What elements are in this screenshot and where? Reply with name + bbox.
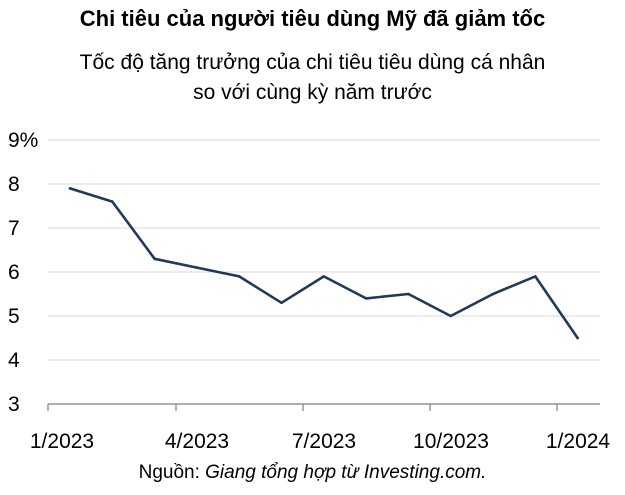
data-point-6 (322, 275, 326, 278)
source-text: Giang tổng hợp từ Investing.com. (205, 462, 487, 483)
data-point-11 (534, 275, 537, 278)
data-point-1 (111, 200, 114, 203)
x-tick-label-0: 1/2023 (30, 430, 94, 453)
x-tick-label-4: 1/2024 (546, 430, 611, 453)
chart-subtitle: Tốc độ tăng trưởng của chi tiêu tiêu dùn… (0, 48, 625, 108)
y-tick-label-2: 5 (8, 305, 20, 328)
source-prefix: Nguồn: (138, 462, 206, 483)
data-point-2 (153, 257, 156, 261)
data-point-4 (237, 275, 241, 278)
data-point-7 (364, 297, 368, 300)
x-tick-label-1: 4/2023 (165, 430, 229, 453)
x-tick-label-2: 7/2023 (292, 430, 356, 453)
data-point-0 (68, 187, 72, 190)
source-note: Nguồn: Giang tổng hợp từ Investing.com. (0, 462, 625, 484)
y-tick-label-0: 3 (8, 393, 20, 416)
data-point-9 (449, 314, 453, 318)
data-point-8 (407, 292, 410, 296)
data-point-10 (491, 292, 495, 296)
y-tick-label-5: 8 (8, 173, 20, 196)
data-point-12 (576, 336, 579, 340)
chart-title: Chi tiêu của người tiêu dùng Mỹ đã giảm … (79, 6, 546, 31)
x-tick-label-3: 10/2023 (413, 430, 489, 453)
y-tick-label-1: 4 (8, 349, 20, 372)
y-tick-label-4: 7 (8, 217, 20, 240)
chart-subtitle-line-2: so với cùng kỳ năm trước (193, 81, 432, 104)
y-tick-label-3: 6 (8, 261, 20, 284)
data-point-5 (280, 301, 283, 305)
data-point-3 (195, 266, 199, 269)
y-tick-label-6: 9% (8, 129, 38, 152)
chart-subtitle-line-1: Tốc độ tăng trưởng của chi tiêu tiêu dùn… (79, 51, 546, 74)
